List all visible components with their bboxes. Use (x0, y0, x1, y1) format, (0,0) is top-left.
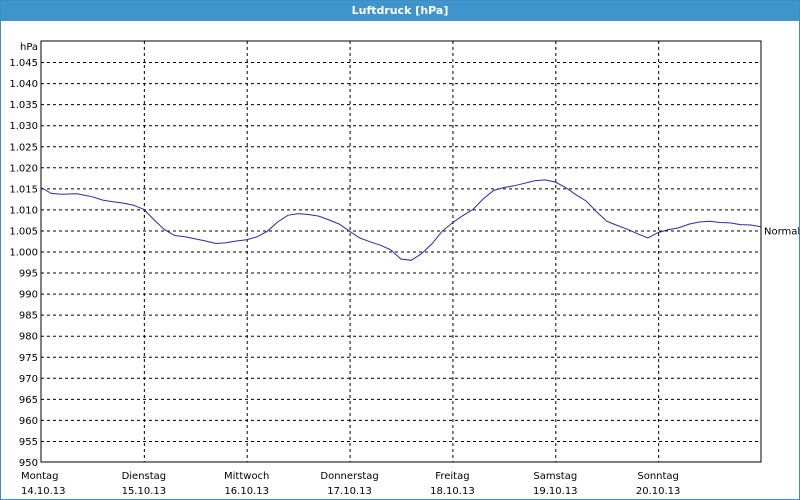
x-tick-date-label: 20.10.13 (636, 486, 681, 497)
y-tick-label: 1.040 (9, 79, 38, 90)
x-tick-date-label: 14.10.13 (21, 486, 66, 497)
series-line-normal (40, 179, 762, 261)
y-tick-label: 965 (19, 395, 38, 406)
x-axis-ticks: Montag 14.10.13 Dienstag 15.10.13 Mittwoch 16… (21, 471, 680, 497)
x-tick-date-label: 19.10.13 (533, 486, 578, 497)
y-tick-label: 955 (19, 437, 38, 448)
y-tick-label: 1.030 (9, 121, 38, 132)
y-tick-label: 1.035 (9, 100, 38, 111)
y-tick-label: 1.045 (9, 58, 38, 69)
y-tick-label: 1.000 (9, 248, 38, 259)
y-tick-label: 950 (19, 458, 38, 469)
y-tick-label: 1.005 (9, 226, 38, 237)
y-tick-label: 1.020 (9, 163, 38, 174)
x-tick-day-label: Montag (21, 471, 58, 482)
x-tick-day-label: Freitag (435, 471, 469, 482)
y-tick-label: 1.025 (9, 142, 38, 153)
y-tick-label: 990 (19, 290, 38, 301)
y-tick-label: 995 (19, 269, 38, 280)
x-tick-date-label: 18.10.13 (430, 486, 475, 497)
grid-lines (41, 41, 761, 462)
x-tick-date-label: 16.10.13 (224, 486, 269, 497)
x-tick-day-label: Mittwoch (224, 471, 269, 482)
y-tick-label: 1.015 (9, 184, 38, 195)
y-tick-label: 960 (19, 416, 38, 427)
y-axis-unit-label: hPa (20, 42, 38, 53)
plot-frame (40, 40, 762, 463)
x-tick-date-label: 15.10.13 (122, 486, 167, 497)
x-tick-day-label: Donnerstag (320, 471, 378, 482)
y-axis-ticks: 950 955 960 965 970 975 980 985 990 995 1.000 1.005… (9, 58, 38, 469)
y-tick-label: 1.010 (9, 205, 38, 216)
y-tick-label: 985 (19, 311, 38, 322)
pressure-chart: hPa 950 955 960 965 970 975 980 985 990 995 1.000 1… (9, 40, 799, 497)
y-tick-label: 975 (19, 353, 38, 364)
x-tick-date-label: 17.10.13 (327, 486, 372, 497)
x-tick-day-label: Samstag (533, 471, 577, 482)
y-tick-label: 980 (19, 332, 38, 343)
chart-title-bar: Luftdruck [hPa] (1, 1, 799, 21)
x-tick-day-label: Dienstag (122, 471, 167, 482)
y-tick-label: 970 (19, 374, 38, 385)
series-label-normal: Normal (764, 227, 799, 238)
x-tick-day-label: Sonntag (637, 471, 679, 482)
